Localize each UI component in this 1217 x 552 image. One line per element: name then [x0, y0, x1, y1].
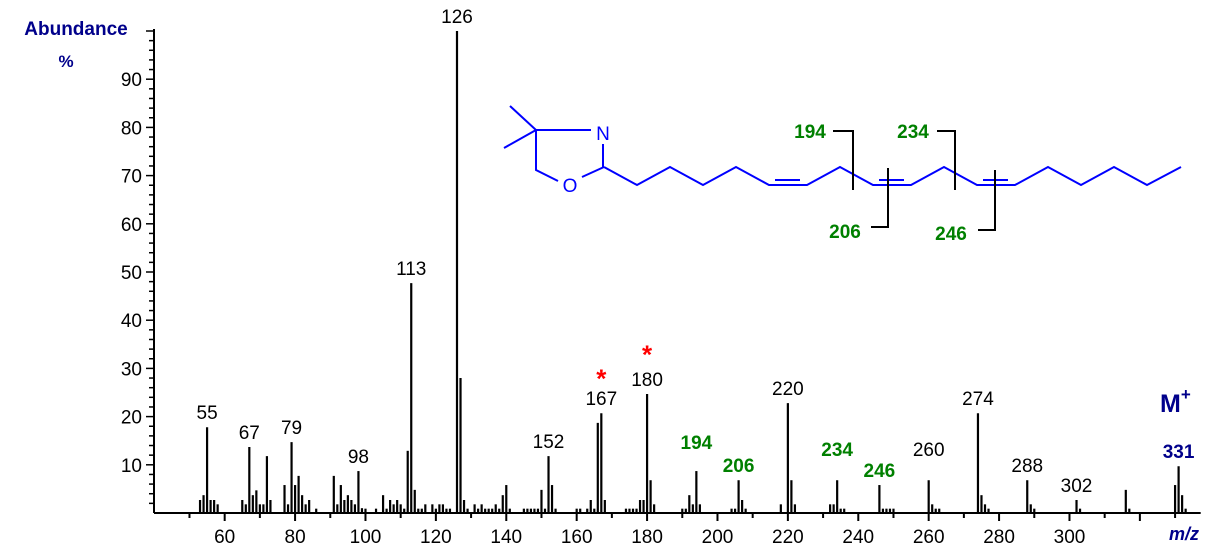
y-tick-label: 30	[121, 359, 142, 380]
molecule-structure	[503, 105, 1182, 187]
y-axis-unit: %	[58, 52, 73, 71]
x-tick-labels: 60 80 100 120 140 160 180 200 220 240 260 280 300	[214, 527, 1085, 548]
y-tick-label: 80	[121, 118, 142, 139]
peak-label: 55	[197, 403, 218, 424]
fragment-brackets	[833, 130, 996, 231]
peak-label: 274	[962, 389, 994, 410]
peak-label: 167	[585, 389, 617, 410]
ring-bond-c4-c5	[535, 130, 559, 182]
fragment-label-234: 234	[897, 122, 929, 143]
x-tick-label: 120	[420, 527, 452, 548]
peak-label: 288	[1011, 456, 1043, 477]
x-tick-label: 240	[842, 527, 874, 548]
atom-o: O	[563, 176, 578, 197]
methyl-bond-1	[509, 105, 537, 131]
peak-label: 79	[281, 418, 302, 439]
y-tick-label: 70	[121, 167, 142, 188]
peak-label: 113	[396, 259, 426, 280]
bracket-234	[937, 130, 956, 190]
peaks	[198, 31, 1187, 513]
peak-label: 126	[441, 7, 473, 28]
peak-label: 220	[772, 379, 804, 400]
peak-label: 194	[681, 433, 713, 454]
peak-label: 98	[348, 447, 369, 468]
x-tick-label: 80	[285, 527, 306, 548]
ring-bond-c2-o	[581, 166, 605, 178]
y-tick-label: 60	[121, 215, 142, 236]
axes	[146, 29, 1201, 521]
x-tick-label: 280	[983, 527, 1015, 548]
peak-label: 180	[631, 370, 663, 391]
atom-n: N	[596, 124, 610, 145]
peak-label: 234	[821, 440, 853, 461]
peak-label: 67	[239, 423, 260, 444]
peak-label: 206	[723, 456, 755, 477]
y-tick-label: 20	[121, 408, 142, 429]
asterisk-annotation: *	[642, 340, 653, 370]
bracket-246	[978, 170, 996, 231]
y-tick-label: 40	[121, 311, 142, 332]
x-tick-label: 180	[631, 527, 663, 548]
fragment-label-246: 246	[935, 224, 967, 245]
asterisk-annotation: *	[596, 364, 607, 394]
molecular-ion-label: M+	[1160, 385, 1191, 418]
annotations: **	[596, 340, 653, 394]
x-tick-label: 140	[490, 527, 522, 548]
x-tick-label: 160	[561, 527, 593, 548]
peak-label: 331	[1163, 442, 1195, 463]
peak-label: 302	[1061, 476, 1093, 497]
alkyl-chain	[603, 165, 1182, 187]
y-tick-label: 10	[121, 456, 142, 477]
bracket-206	[871, 168, 889, 228]
x-tick-label: 200	[702, 527, 734, 548]
bracket-194	[833, 130, 854, 190]
y-tick-label: 90	[121, 70, 142, 91]
x-tick-label: 300	[1054, 527, 1086, 548]
y-tick-label: 50	[121, 263, 142, 284]
y-tick-labels: 10 20 30 40 50 60 70 80 90	[121, 70, 142, 477]
peak-label: 246	[864, 461, 896, 482]
methyl-bond-2	[503, 129, 537, 149]
peak-label: 152	[533, 432, 565, 453]
x-tick-label: 220	[772, 527, 804, 548]
peak-labels: 55 67 79 98 113 126 152 167 180 194 206 220 234 246 26…	[197, 7, 1195, 497]
fragment-label-194: 194	[794, 122, 826, 143]
x-axis-title: m/z	[1169, 524, 1199, 544]
fragment-label-206: 206	[829, 222, 861, 243]
x-tick-label: 60	[214, 527, 235, 548]
peak-label: 260	[913, 440, 945, 461]
x-tick-label: 100	[350, 527, 382, 548]
y-axis-title: Abundance	[24, 19, 127, 40]
x-tick-label: 260	[913, 527, 945, 548]
